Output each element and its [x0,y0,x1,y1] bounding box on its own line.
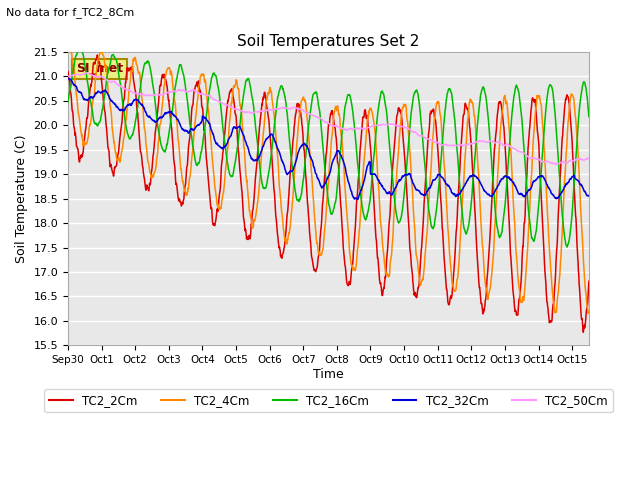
Legend: TC2_2Cm, TC2_4Cm, TC2_16Cm, TC2_32Cm, TC2_50Cm: TC2_2Cm, TC2_4Cm, TC2_16Cm, TC2_32Cm, TC… [44,389,612,412]
Y-axis label: Soil Temperature (C): Soil Temperature (C) [15,134,28,263]
X-axis label: Time: Time [313,368,344,381]
Text: No data for f_TC2_8Cm: No data for f_TC2_8Cm [6,7,134,18]
Text: SI_met: SI_met [76,62,123,75]
Title: Soil Temperatures Set 2: Soil Temperatures Set 2 [237,34,420,49]
